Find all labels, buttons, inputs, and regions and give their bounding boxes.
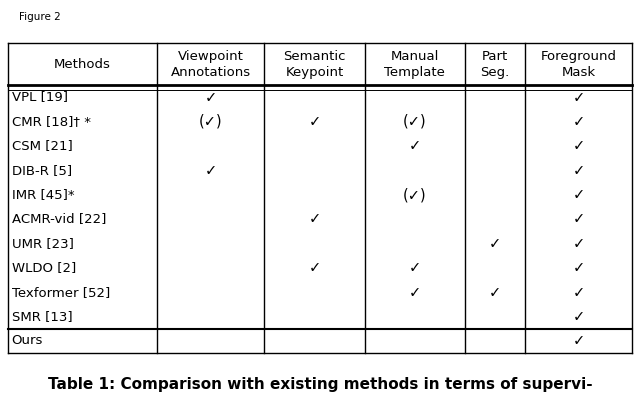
Text: Methods: Methods [54, 57, 111, 71]
Text: ✓: ✓ [409, 260, 421, 275]
Text: Table 1: Comparison with existing methods in terms of supervi-: Table 1: Comparison with existing method… [48, 377, 592, 392]
Text: ✓: ✓ [409, 285, 421, 300]
Text: ✓: ✓ [489, 236, 501, 251]
Text: (✓): (✓) [403, 187, 427, 202]
Text: ✓: ✓ [572, 114, 584, 129]
Text: SMR [13]: SMR [13] [12, 310, 72, 323]
Text: ✓: ✓ [572, 309, 584, 324]
Text: ✓: ✓ [489, 285, 501, 300]
Text: IMR [45]*: IMR [45]* [12, 188, 74, 201]
Text: Manual
Template: Manual Template [385, 50, 445, 78]
Text: ✓: ✓ [572, 187, 584, 202]
Text: ✓: ✓ [572, 90, 584, 104]
Text: CMR [18]† *: CMR [18]† * [12, 115, 90, 128]
Text: ✓: ✓ [572, 211, 584, 226]
Text: VPL [19]: VPL [19] [12, 90, 68, 104]
Text: CSM [21]: CSM [21] [12, 139, 72, 152]
Text: Viewpoint
Annotations: Viewpoint Annotations [170, 50, 251, 78]
Text: (✓): (✓) [199, 114, 222, 129]
Text: ✓: ✓ [308, 260, 321, 275]
Text: Ours: Ours [12, 335, 43, 347]
Text: UMR [23]: UMR [23] [12, 237, 74, 250]
Text: Semantic
Keypoint: Semantic Keypoint [284, 50, 346, 78]
Text: WLDO [2]: WLDO [2] [12, 261, 76, 274]
Text: Texformer [52]: Texformer [52] [12, 286, 110, 299]
Text: ✓: ✓ [572, 260, 584, 275]
Text: (✓): (✓) [403, 114, 427, 129]
Text: DIB-R [5]: DIB-R [5] [12, 164, 72, 177]
Text: ✓: ✓ [572, 236, 584, 251]
Text: ✓: ✓ [572, 285, 584, 300]
Text: ✓: ✓ [204, 90, 217, 104]
Text: ✓: ✓ [308, 114, 321, 129]
Text: ✓: ✓ [572, 333, 584, 349]
Text: ACMR-vid [22]: ACMR-vid [22] [12, 212, 106, 225]
Text: Foreground
Mask: Foreground Mask [541, 50, 616, 78]
Text: ✓: ✓ [572, 163, 584, 178]
Text: ✓: ✓ [409, 138, 421, 153]
Text: ✓: ✓ [572, 138, 584, 153]
Text: Part
Seg.: Part Seg. [480, 50, 509, 78]
Text: Figure 2: Figure 2 [19, 12, 61, 21]
Text: ✓: ✓ [308, 211, 321, 226]
Text: ✓: ✓ [204, 163, 217, 178]
